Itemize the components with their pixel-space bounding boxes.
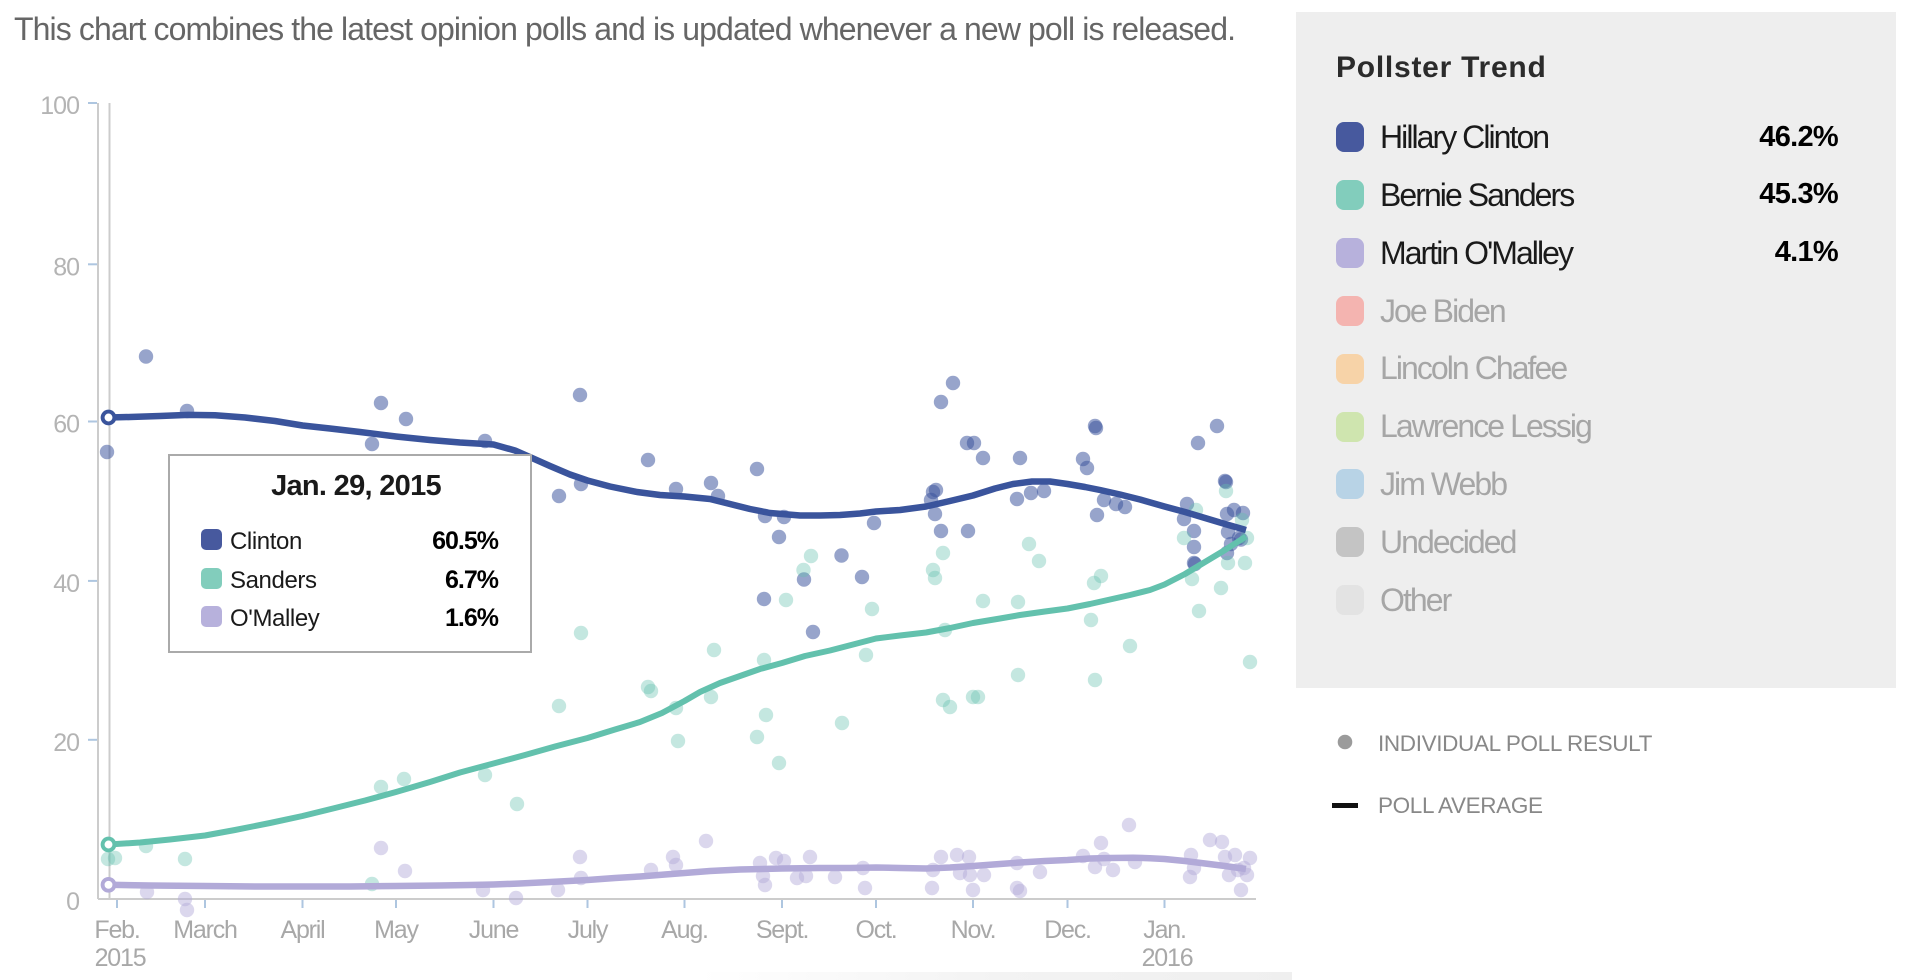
svg-text:May: May: [374, 916, 419, 944]
svg-text:Sept.: Sept.: [756, 916, 808, 944]
svg-text:July: July: [568, 916, 609, 944]
svg-text:80: 80: [53, 253, 79, 281]
svg-text:June: June: [469, 916, 519, 944]
svg-text:20: 20: [53, 729, 79, 757]
svg-text:Aug.: Aug.: [661, 916, 708, 944]
svg-text:2015: 2015: [95, 944, 146, 972]
svg-text:April: April: [280, 916, 324, 944]
svg-text:0: 0: [66, 888, 79, 916]
svg-text:Jan.: Jan.: [1143, 916, 1185, 944]
svg-text:100: 100: [40, 92, 79, 120]
svg-text:2016: 2016: [1142, 944, 1193, 972]
svg-text:Feb.: Feb.: [94, 916, 139, 944]
svg-text:Nov.: Nov.: [951, 916, 996, 944]
svg-text:March: March: [173, 916, 237, 944]
svg-text:Dec.: Dec.: [1044, 916, 1091, 944]
svg-text:60: 60: [53, 411, 79, 439]
svg-text:40: 40: [53, 570, 79, 598]
svg-text:Oct.: Oct.: [855, 916, 896, 944]
